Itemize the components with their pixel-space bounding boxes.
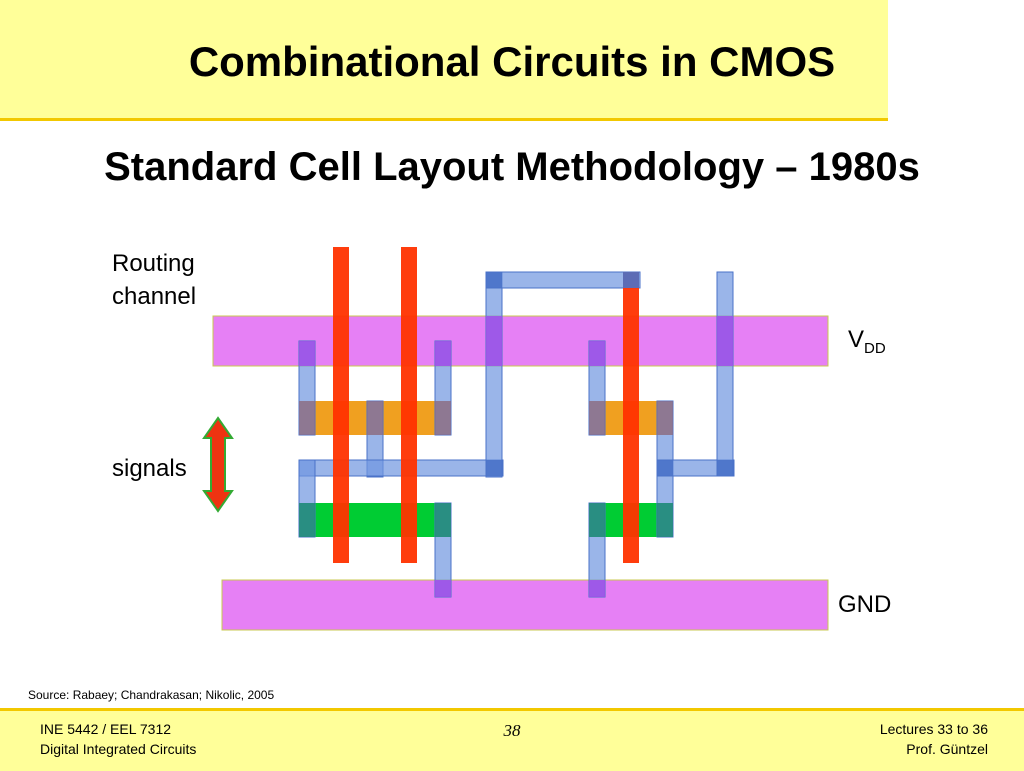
footer-author: Prof. Güntzel bbox=[906, 741, 988, 757]
footer-bar: INE 5442 / EEL 7312 Digital Integrated C… bbox=[0, 708, 1024, 771]
gnd-label: GND bbox=[838, 591, 892, 618]
gnd-rail bbox=[221, 579, 829, 631]
footer-lecture-info: Lectures 33 to 36 Prof. Güntzel bbox=[880, 719, 988, 759]
footer-course-line2: Digital Integrated Circuits bbox=[40, 741, 197, 757]
poly-gates bbox=[333, 247, 639, 563]
footer-lectures: Lectures 33 to 36 bbox=[879, 721, 988, 737]
routing-label-line2: channel bbox=[112, 283, 197, 310]
title-bar bbox=[0, 0, 888, 121]
diff-contacts bbox=[299, 401, 673, 435]
routing-channel-label: Routing channel bbox=[112, 247, 196, 313]
contacts bbox=[299, 316, 733, 597]
footer-course-line1: INE 5442 / EEL 7312 bbox=[40, 721, 172, 737]
page-number: 38 bbox=[503, 721, 521, 740]
ndiff-left bbox=[299, 503, 451, 537]
source-citation: Source: Rabaey; Chandrakasan; Nikolic, 2… bbox=[28, 688, 275, 702]
vdd-label: VDD bbox=[848, 323, 886, 365]
slide-title: Combinational Circuits in CMOS bbox=[188, 38, 836, 85]
metal-junctions bbox=[486, 272, 733, 476]
vdd-label-sub: DD bbox=[864, 339, 886, 357]
vdd-label-main: V bbox=[848, 326, 865, 353]
routing-label-line1: Routing bbox=[112, 250, 195, 277]
ndiff-contacts bbox=[299, 503, 673, 537]
footer-course: INE 5442 / EEL 7312 Digital Integrated C… bbox=[40, 719, 196, 759]
double-arrow-icon bbox=[202, 416, 234, 513]
signals-label: signals bbox=[112, 455, 187, 482]
slide-subtitle: Standard Cell Layout Methodology – 1980s bbox=[104, 145, 920, 189]
